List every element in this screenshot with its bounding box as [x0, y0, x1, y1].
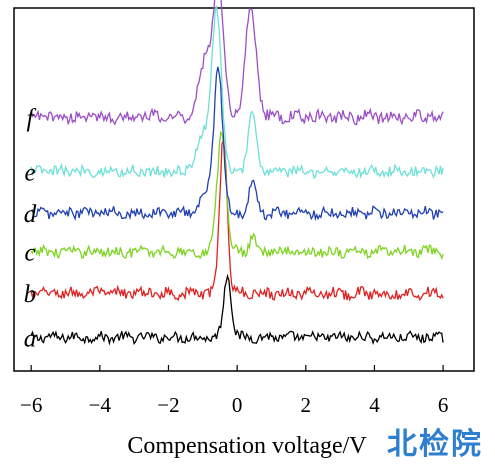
- plot-frame: [13, 7, 475, 372]
- x-axis-label: Compensation voltage/V: [127, 433, 367, 459]
- x-tick-label-0: −6: [20, 393, 42, 417]
- x-tick-label-4: 2: [301, 393, 312, 417]
- x-tick-label-2: −2: [157, 393, 179, 417]
- series-label-e: e: [24, 159, 35, 186]
- series-line-c: [30, 130, 444, 261]
- series-line-e: [30, 5, 444, 180]
- x-tick-label-6: 6: [438, 393, 449, 417]
- x-tick-label-3: 0: [232, 393, 243, 417]
- x-axis: −6 −4 −2 0 2 4 6: [20, 365, 448, 417]
- x-tick-label-5: 4: [369, 393, 380, 417]
- watermark-logo: 北检院: [387, 427, 483, 462]
- series-line-a: [30, 273, 444, 346]
- series-label-c: c: [24, 240, 35, 267]
- series-label-a: a: [24, 325, 37, 352]
- series-group: [30, 0, 444, 346]
- x-tick-label-1: −4: [89, 393, 112, 417]
- series-label-b: b: [24, 281, 37, 308]
- series-label-d: d: [24, 201, 37, 228]
- series-label-f: f: [27, 105, 37, 132]
- series-line-d: [30, 66, 444, 222]
- series-line-f: [30, 0, 444, 126]
- series-line-b: [30, 137, 444, 302]
